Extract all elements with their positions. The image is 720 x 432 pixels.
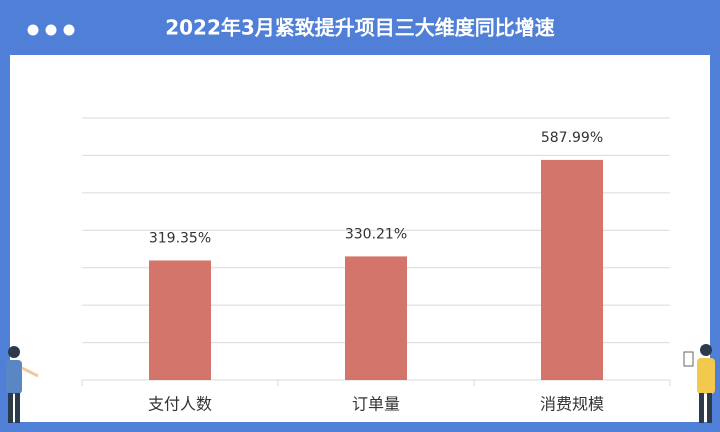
bar [541,159,603,380]
dot [45,24,57,36]
dot [63,24,75,36]
value-label: 319.35% [149,230,211,246]
value-label: 330.21% [345,226,407,242]
x-tick-label: 消费规模 [540,395,604,414]
bar [345,256,407,380]
dot [27,24,39,36]
x-tick-label: 订单量 [352,395,400,414]
chart-title: 2022年3月紧致提升项目三大维度同比增速 [165,16,555,40]
bar [149,260,211,380]
value-label: 587.99% [541,130,603,146]
person-left [6,346,39,423]
x-tick-label: 支付人数 [148,395,212,414]
person-right [683,344,715,423]
